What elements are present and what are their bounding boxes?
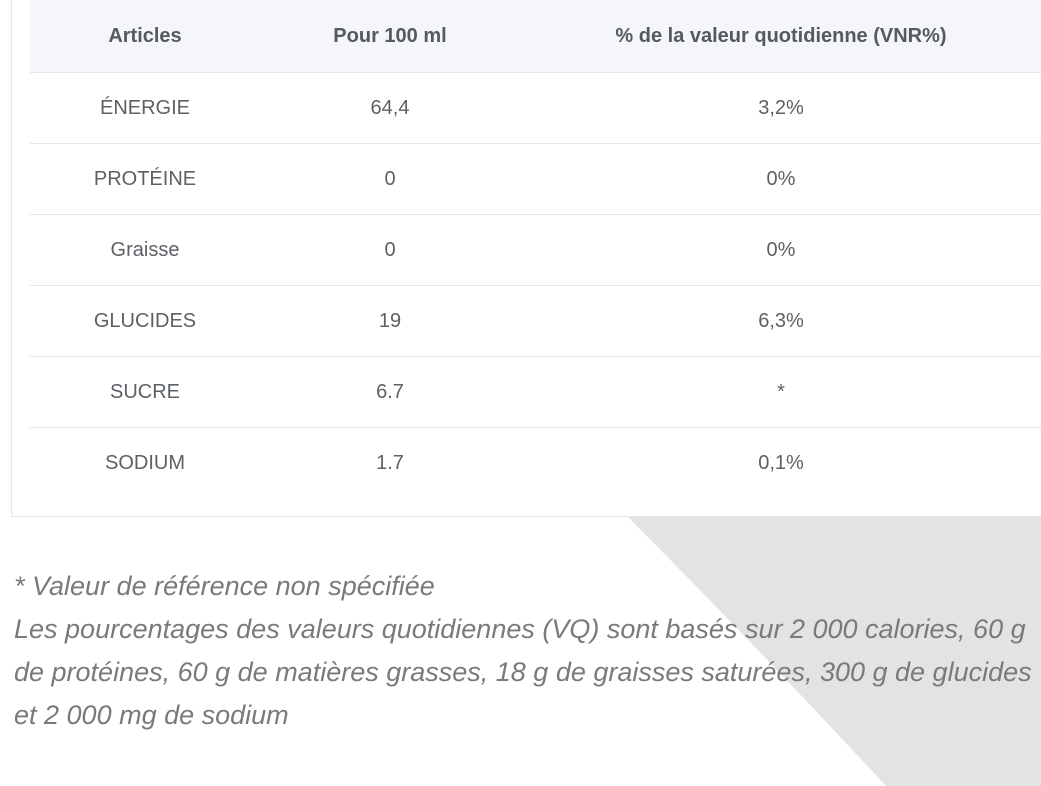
table-header-row: Articles Pour 100 ml % de la valeur quot…	[30, 0, 1041, 73]
row-label: SODIUM	[105, 451, 185, 474]
row-daily-value: 6,3%	[520, 285, 1041, 357]
nutrition-card: Articles Pour 100 ml % de la valeur quot…	[11, 0, 1041, 517]
header-articles: Articles	[30, 0, 260, 73]
footnotes: * Valeur de référence non spécifiée Les …	[14, 565, 1039, 737]
footnote-daily-values: Les pourcentages des valeurs quotidienne…	[14, 614, 1032, 687]
row-per-100ml: 0	[260, 143, 520, 215]
table-row: PROTÉINE 0 0%	[30, 143, 1041, 215]
table-row: Graisse 0 0%	[30, 214, 1041, 286]
row-daily-value: 0,1%	[758, 451, 804, 474]
header-per-100ml: Pour 100 ml	[260, 0, 520, 73]
footnote-reference: * Valeur de référence non spécifiée	[14, 571, 435, 601]
header-daily-value: % de la valeur quotidienne (VNR%)	[520, 0, 1041, 73]
row-label: GLUCIDES	[30, 285, 260, 357]
row-per-100ml: 19	[260, 285, 520, 357]
row-per-100ml: 6.7	[260, 356, 520, 428]
table-row: ÉNERGIE 64,4 3,2%	[30, 72, 1041, 144]
row-per-100ml: 1.7	[376, 451, 404, 474]
row-label: SUCRE	[30, 356, 260, 428]
row-label: ÉNERGIE	[30, 72, 260, 144]
row-label: PROTÉINE	[30, 143, 260, 215]
row-daily-value: 3,2%	[520, 72, 1041, 144]
nutrition-table: Articles Pour 100 ml % de la valeur quot…	[30, 0, 1041, 498]
row-label: Graisse	[30, 214, 260, 286]
row-daily-value: *	[520, 356, 1041, 428]
footnote-sodium: et 2 000 mg de sodium	[14, 700, 289, 730]
table-row: SUCRE 6.7 *	[30, 356, 1041, 428]
row-daily-value: 0%	[520, 143, 1041, 215]
row-per-100ml: 64,4	[260, 72, 520, 144]
row-per-100ml: 0	[260, 214, 520, 286]
table-row: SODIUM 1.7 0,1%	[30, 428, 1041, 499]
row-daily-value: 0%	[520, 214, 1041, 286]
table-row: GLUCIDES 19 6,3%	[30, 285, 1041, 357]
